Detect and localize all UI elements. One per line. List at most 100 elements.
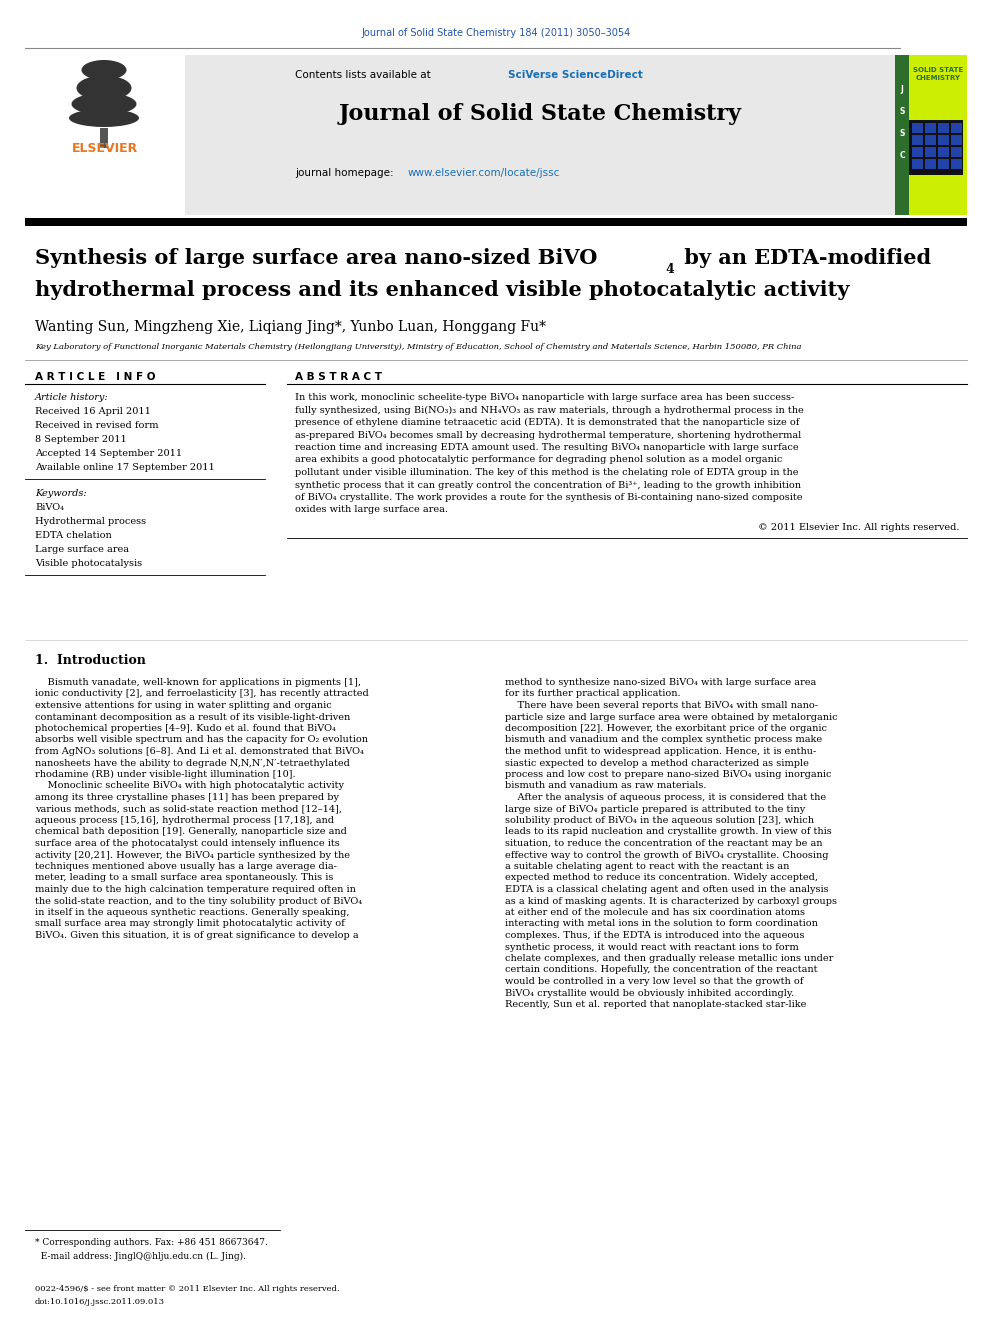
Text: process and low cost to prepare nano-sized BiVO₄ using inorganic: process and low cost to prepare nano-siz… [505, 770, 831, 779]
Text: extensive attentions for using in water splitting and organic: extensive attentions for using in water … [35, 701, 331, 710]
Text: SOLID STATE
CHEMISTRY: SOLID STATE CHEMISTRY [913, 67, 963, 81]
Text: small surface area may strongly limit photocatalytic activity of: small surface area may strongly limit ph… [35, 919, 345, 929]
Bar [912, 159, 923, 169]
Text: bismuth and vanadium and the complex synthetic process make: bismuth and vanadium and the complex syn… [505, 736, 822, 745]
Text: in itself in the aqueous synthetic reactions. Generally speaking,: in itself in the aqueous synthetic react… [35, 908, 349, 917]
Bar [25, 56, 895, 216]
Text: Synthesis of large surface area nano-sized BiVO: Synthesis of large surface area nano-siz… [35, 247, 597, 269]
Text: In this work, monoclinic scheelite-type BiVO₄ nanoparticle with large surface ar: In this work, monoclinic scheelite-type … [295, 393, 795, 402]
Text: 0022-4596/$ - see front matter © 2011 Elsevier Inc. All rights reserved.: 0022-4596/$ - see front matter © 2011 El… [35, 1285, 339, 1293]
Bar [25, 56, 185, 216]
Text: BiVO₄. Given this situation, it is of great significance to develop a: BiVO₄. Given this situation, it is of gr… [35, 931, 359, 941]
Text: rhodamine (RB) under visible-light illumination [10].: rhodamine (RB) under visible-light illum… [35, 770, 296, 779]
Text: ELSEVIER: ELSEVIER [71, 142, 138, 155]
Bar [938, 135, 949, 146]
Text: oxides with large surface area.: oxides with large surface area. [295, 505, 448, 515]
Text: J: J [901, 85, 904, 94]
Text: Recently, Sun et al. reported that nanoplate-stacked star-like: Recently, Sun et al. reported that nanop… [505, 1000, 806, 1009]
Bar [925, 147, 936, 157]
Text: S: S [900, 107, 905, 116]
Text: Large surface area: Large surface area [35, 545, 129, 554]
Text: Wanting Sun, Mingzheng Xie, Liqiang Jing*, Yunbo Luan, Honggang Fu*: Wanting Sun, Mingzheng Xie, Liqiang Jing… [35, 320, 546, 333]
Bar [100, 128, 108, 148]
Text: synthetic process that it can greatly control the concentration of Bi³⁺, leading: synthetic process that it can greatly co… [295, 480, 801, 490]
Text: absorbs well visible spectrum and has the capacity for O₂ evolution: absorbs well visible spectrum and has th… [35, 736, 368, 745]
Text: interacting with metal ions in the solution to form coordination: interacting with metal ions in the solut… [505, 919, 817, 929]
Bar [951, 135, 962, 146]
Bar [25, 218, 967, 226]
Text: pollutant under visible illumination. The key of this method is the chelating ro: pollutant under visible illumination. Th… [295, 468, 799, 478]
Text: chelate complexes, and then gradually release metallic ions under: chelate complexes, and then gradually re… [505, 954, 833, 963]
Text: There have been several reports that BiVO₄ with small nano-: There have been several reports that BiV… [505, 701, 818, 710]
Text: 4: 4 [665, 263, 674, 277]
Text: by an EDTA-modified: by an EDTA-modified [677, 247, 931, 269]
Text: 8 September 2011: 8 September 2011 [35, 435, 127, 445]
Bar [909, 120, 963, 175]
Text: among its three crystalline phases [11] has been prepared by: among its three crystalline phases [11] … [35, 792, 339, 802]
Text: leads to its rapid nucleation and crystallite growth. In view of this: leads to its rapid nucleation and crysta… [505, 827, 831, 836]
Text: nanosheets have the ability to degrade N,N,N′,N′-tetraethylated: nanosheets have the ability to degrade N… [35, 758, 350, 767]
Text: ionic conductivity [2], and ferroelasticity [3], has recently attracted: ionic conductivity [2], and ferroelastic… [35, 689, 369, 699]
Text: After the analysis of aqueous process, it is considered that the: After the analysis of aqueous process, i… [505, 792, 826, 802]
Ellipse shape [76, 75, 132, 101]
Text: bismuth and vanadium as raw materials.: bismuth and vanadium as raw materials. [505, 782, 706, 791]
Text: C: C [899, 151, 905, 160]
Text: BiVO₄ crystallite would be obviously inhibited accordingly.: BiVO₄ crystallite would be obviously inh… [505, 988, 795, 998]
Text: 1.  Introduction: 1. Introduction [35, 654, 146, 667]
Text: decomposition [22]. However, the exorbitant price of the organic: decomposition [22]. However, the exorbit… [505, 724, 827, 733]
Text: siastic expected to develop a method characterized as simple: siastic expected to develop a method cha… [505, 758, 808, 767]
Text: for its further practical application.: for its further practical application. [505, 689, 681, 699]
Bar [938, 159, 949, 169]
Text: SciVerse ScienceDirect: SciVerse ScienceDirect [508, 70, 643, 79]
Text: Visible photocatalysis: Visible photocatalysis [35, 560, 142, 568]
Ellipse shape [71, 93, 137, 115]
Text: doi:10.1016/j.jssc.2011.09.013: doi:10.1016/j.jssc.2011.09.013 [35, 1298, 165, 1306]
Bar [951, 147, 962, 157]
Text: hydrothermal process and its enhanced visible photocatalytic activity: hydrothermal process and its enhanced vi… [35, 280, 849, 300]
Bar [925, 135, 936, 146]
Bar [938, 147, 949, 157]
Text: Available online 17 September 2011: Available online 17 September 2011 [35, 463, 214, 472]
Bar [912, 135, 923, 146]
Bar [912, 147, 923, 157]
Text: situation, to reduce the concentration of the reactant may be an: situation, to reduce the concentration o… [505, 839, 822, 848]
Text: as a kind of masking agents. It is characterized by carboxyl groups: as a kind of masking agents. It is chara… [505, 897, 837, 905]
Text: A R T I C L E   I N F O: A R T I C L E I N F O [35, 372, 156, 382]
Text: Keywords:: Keywords: [35, 490, 86, 497]
Bar [925, 159, 936, 169]
Text: particle size and large surface area were obtained by metalorganic: particle size and large surface area wer… [505, 713, 837, 721]
Text: A B S T R A C T: A B S T R A C T [295, 372, 382, 382]
Text: the solid-state reaction, and to the tiny solubility product of BiVO₄: the solid-state reaction, and to the tin… [35, 897, 362, 905]
Text: Journal of Solid State Chemistry 184 (2011) 3050–3054: Journal of Solid State Chemistry 184 (20… [361, 28, 631, 38]
Text: would be controlled in a very low level so that the growth of: would be controlled in a very low level … [505, 976, 804, 986]
Text: E-mail address: JinglQ@hlju.edu.cn (L. Jing).: E-mail address: JinglQ@hlju.edu.cn (L. J… [35, 1252, 246, 1261]
Text: synthetic process, it would react with reactant ions to form: synthetic process, it would react with r… [505, 942, 799, 951]
Text: © 2011 Elsevier Inc. All rights reserved.: © 2011 Elsevier Inc. All rights reserved… [759, 523, 960, 532]
Text: ♣♣♣
♣♣♣
♣♣♣: ♣♣♣ ♣♣♣ ♣♣♣ [88, 62, 122, 99]
Text: surface area of the photocatalyst could intensely influence its: surface area of the photocatalyst could … [35, 839, 339, 848]
Text: at either end of the molecule and has six coordination atoms: at either end of the molecule and has si… [505, 908, 805, 917]
Text: of BiVO₄ crystallite. The work provides a route for the synthesis of Bi-containi: of BiVO₄ crystallite. The work provides … [295, 493, 803, 501]
Text: reaction time and increasing EDTA amount used. The resulting BiVO₄ nanoparticle : reaction time and increasing EDTA amount… [295, 443, 799, 452]
Text: Contents lists available at: Contents lists available at [295, 70, 434, 79]
Text: aqueous process [15,16], hydrothermal process [17,18], and: aqueous process [15,16], hydrothermal pr… [35, 816, 334, 826]
Text: from AgNO₃ solutions [6–8]. And Li et al. demonstrated that BiVO₄: from AgNO₃ solutions [6–8]. And Li et al… [35, 747, 364, 755]
Text: Accepted 14 September 2011: Accepted 14 September 2011 [35, 448, 183, 458]
Text: S: S [900, 130, 905, 138]
Text: solubility product of BiVO₄ in the aqueous solution [23], which: solubility product of BiVO₄ in the aqueo… [505, 816, 814, 826]
Text: fully synthesized, using Bi(NO₃)₃ and NH₄VO₃ as raw materials, through a hydroth: fully synthesized, using Bi(NO₃)₃ and NH… [295, 406, 804, 414]
Text: as-prepared BiVO₄ becomes small by decreasing hydrothermal temperature, shorteni: as-prepared BiVO₄ becomes small by decre… [295, 430, 802, 439]
Text: presence of ethylene diamine tetraacetic acid (EDTA). It is demonstrated that th: presence of ethylene diamine tetraacetic… [295, 418, 800, 427]
Bar [895, 56, 967, 216]
Text: * Corresponding authors. Fax: +86 451 86673647.: * Corresponding authors. Fax: +86 451 86… [35, 1238, 268, 1248]
Text: Key Laboratory of Functional Inorganic Materials Chemistry (Heilongjiang Univers: Key Laboratory of Functional Inorganic M… [35, 343, 802, 351]
Text: EDTA chelation: EDTA chelation [35, 531, 112, 540]
Text: the method unfit to widespread application. Hence, it is enthu-: the method unfit to widespread applicati… [505, 747, 816, 755]
Text: Journal of Solid State Chemistry: Journal of Solid State Chemistry [338, 103, 741, 124]
Bar [895, 56, 909, 216]
Text: method to synthesize nano-sized BiVO₄ with large surface area: method to synthesize nano-sized BiVO₄ wi… [505, 677, 816, 687]
Text: techniques mentioned above usually has a large average dia-: techniques mentioned above usually has a… [35, 863, 337, 871]
Ellipse shape [81, 60, 127, 79]
Bar [951, 123, 962, 134]
Text: Received in revised form: Received in revised form [35, 421, 159, 430]
